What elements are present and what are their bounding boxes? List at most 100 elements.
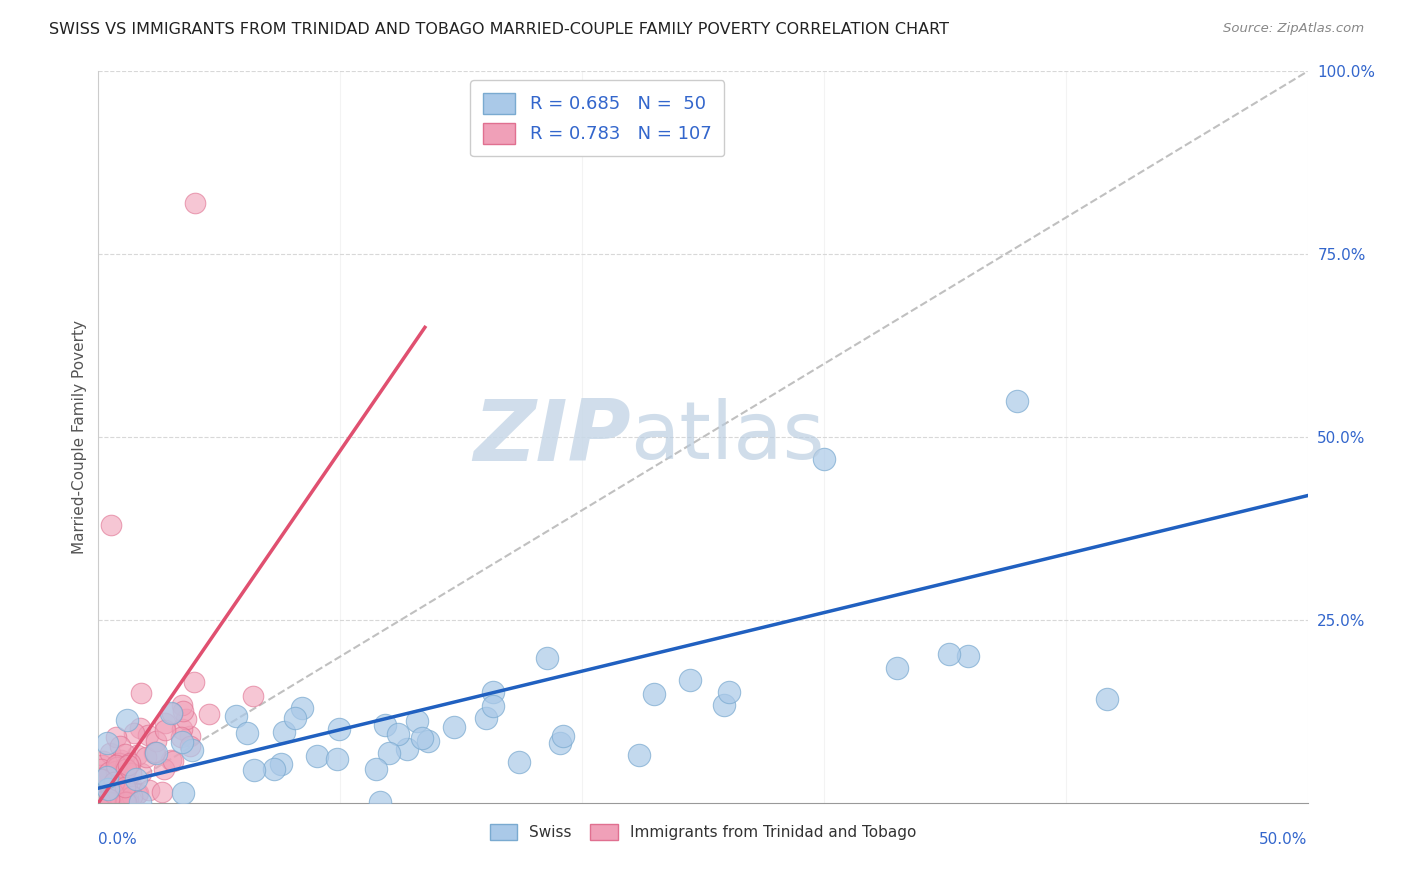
Point [89,768,111,782]
Point [135,749,157,764]
Point [117,795,139,809]
Point [114,794,136,808]
Point [160,753,183,767]
Point [235,726,257,740]
Point [482,685,505,699]
Point [103,794,125,808]
Point [325,752,347,766]
Point [89,795,111,809]
Point [98,778,121,792]
Point [160,706,183,721]
Point [481,698,503,713]
Point [93,781,115,796]
Point [145,733,167,747]
Point [115,762,138,776]
Text: 50.0%: 50.0% [1260,832,1308,847]
Point [152,763,174,777]
Point [96,736,118,750]
Point [243,763,266,777]
Point [120,778,142,792]
Point [120,756,142,770]
Point [328,722,350,736]
Point [396,742,419,756]
Point [270,756,292,771]
Point [114,795,136,809]
Point [104,769,127,783]
Point [103,775,125,789]
Point [129,766,152,780]
Point [96,770,118,784]
Point [91,754,114,768]
Point [117,790,139,805]
Point [105,795,128,809]
Point [105,790,128,805]
Point [263,763,285,777]
Point [98,746,121,760]
Point [104,758,127,772]
Point [366,762,388,776]
Point [368,795,391,809]
Point [679,673,702,687]
Point [145,746,167,760]
Point [89,795,111,809]
Point [91,757,114,772]
Point [114,747,136,761]
Point [114,795,136,809]
Point [91,780,114,795]
Point [378,746,401,760]
Point [886,661,908,675]
Point [91,794,114,808]
Legend: Swiss, Immigrants from Trinidad and Tobago: Swiss, Immigrants from Trinidad and Toba… [484,818,922,847]
Point [143,745,166,759]
Point [179,739,201,753]
Point [125,787,148,801]
Point [643,687,665,701]
Point [103,775,125,789]
Point [89,793,111,807]
Point [284,711,307,725]
Point [411,731,433,746]
Point [127,786,149,800]
Point [242,689,264,703]
Point [112,795,135,809]
Point [551,729,574,743]
Text: atlas: atlas [630,398,825,476]
Point [90,772,112,786]
Point [813,452,835,467]
Point [111,795,134,809]
Point [225,709,247,723]
Point [105,731,128,745]
Point [150,784,173,798]
Point [122,726,145,740]
Point [108,739,131,754]
Point [548,736,571,750]
Point [172,704,194,718]
Point [181,743,204,757]
Point [98,770,121,784]
Point [107,791,129,805]
Point [117,758,139,772]
Point [143,747,166,761]
Point [305,748,328,763]
Point [183,674,205,689]
Point [172,698,194,713]
Point [387,727,409,741]
Point [136,728,159,742]
Point [108,756,131,770]
Point [120,766,142,780]
Point [117,713,139,727]
Point [98,788,121,802]
Point [405,714,427,728]
Point [508,755,530,769]
Point [179,729,201,743]
Point [162,754,184,768]
Point [474,711,496,725]
Text: Source: ZipAtlas.com: Source: ZipAtlas.com [1223,22,1364,36]
Point [121,789,143,804]
Point [97,795,120,809]
Point [155,723,177,737]
Text: 0.0%: 0.0% [98,832,138,847]
Point [125,747,148,762]
Point [96,795,118,809]
Point [198,706,221,721]
